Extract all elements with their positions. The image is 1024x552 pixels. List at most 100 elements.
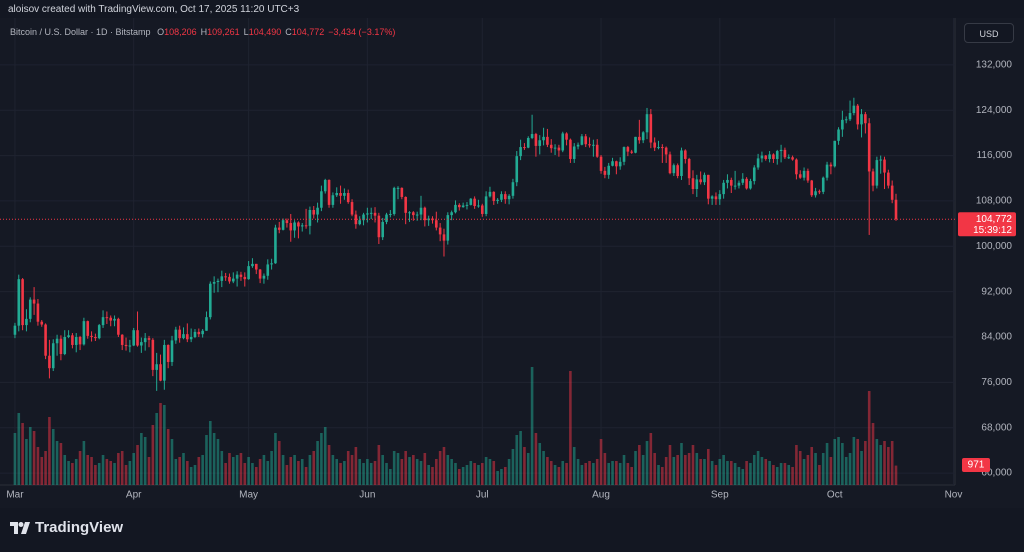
volume-bar (281, 455, 285, 485)
candle-body (442, 234, 446, 241)
volume-bar (553, 465, 557, 485)
volume-bar (883, 441, 886, 485)
volume-bar (546, 457, 549, 485)
volume-bar (752, 455, 756, 485)
candle-body (454, 204, 457, 213)
candle-body (745, 178, 748, 189)
candle-body (212, 282, 216, 284)
candle-body (592, 144, 595, 146)
volume-bar (645, 441, 649, 485)
candle-body (48, 355, 51, 369)
candle-body (890, 185, 894, 200)
volume-bar (469, 461, 473, 485)
candle-body (109, 317, 113, 321)
currency-button[interactable]: USD (964, 23, 1014, 43)
volume-bar (304, 467, 308, 485)
candle-body (147, 338, 151, 340)
candle-body (641, 132, 645, 141)
candle-body (90, 335, 93, 338)
volume-bar (584, 463, 588, 485)
candle-body (32, 299, 36, 304)
volume-bar (871, 423, 875, 485)
volume-bar (538, 443, 542, 485)
candle-body (668, 154, 672, 174)
candle-body (25, 318, 28, 326)
x-tick-label: Sep (711, 490, 729, 501)
volume-bar (852, 437, 856, 485)
volume-bar (496, 471, 499, 485)
candle-body (320, 191, 323, 208)
candle-body (496, 199, 499, 201)
candle-body (783, 149, 787, 158)
candle-body (645, 114, 649, 133)
brand: TradingView (10, 519, 123, 536)
volume-bar (143, 437, 147, 485)
volume-bar (733, 463, 737, 485)
candle-body (438, 227, 442, 235)
candle-body (484, 196, 488, 214)
candle-body (117, 318, 120, 335)
volume-bar (354, 447, 358, 485)
volume-bar (814, 453, 817, 485)
ohlc-key: L (243, 27, 249, 37)
candle-body (584, 136, 588, 145)
y-tick-label: 124,000 (976, 105, 1013, 116)
volume-bar (212, 433, 216, 485)
volume-bar (427, 465, 430, 485)
volume-bar (228, 453, 231, 485)
candle-body (178, 329, 181, 339)
volume-bar (768, 461, 771, 485)
y-tick-label: 92,000 (981, 286, 1012, 297)
volume-bar (120, 451, 124, 485)
volume-bar (576, 459, 580, 485)
candle-body (86, 321, 90, 336)
x-tick-label: Aug (592, 490, 610, 501)
candle-body (465, 204, 469, 206)
volume-bar (680, 443, 683, 485)
x-tick-label: Mar (6, 490, 24, 501)
volume-bar (186, 461, 189, 485)
volume-bar (136, 445, 139, 485)
volume-bar (860, 451, 863, 485)
volume-bar (626, 463, 630, 485)
volume-bar (216, 439, 220, 485)
candle-body (396, 187, 400, 189)
volume-bar (825, 443, 829, 485)
volume-bar (343, 461, 346, 485)
volume-bar (630, 467, 633, 485)
candle-body (887, 172, 890, 186)
candle-body (450, 212, 453, 216)
volume-bar (163, 405, 166, 485)
volume-bar (718, 459, 722, 485)
volume-bar (25, 439, 28, 485)
volume-bar (270, 451, 273, 485)
candle-body (343, 192, 346, 196)
volume-bar (710, 461, 714, 485)
volume-bar (599, 439, 603, 485)
x-tick-label: Jun (359, 490, 375, 501)
candle-body (44, 324, 47, 356)
candle-body (749, 181, 752, 189)
volume-bar (588, 461, 591, 485)
volume-bar (806, 455, 810, 485)
candle-body (795, 159, 798, 175)
volume-bar (714, 465, 718, 485)
candle-body (163, 344, 166, 381)
candle-body (680, 150, 683, 176)
volume-bar (258, 459, 262, 485)
change: −3,434 (−3.17%) (328, 27, 396, 37)
volume-bar (500, 469, 503, 485)
candle-body (366, 213, 369, 215)
candle-body (82, 321, 86, 345)
candle-body (381, 221, 384, 238)
candle-body (507, 195, 511, 200)
volume-bar (638, 445, 641, 485)
volume-bar (339, 463, 342, 485)
volume-bar (741, 469, 745, 485)
volume-bar (235, 455, 239, 485)
candle-body (327, 179, 331, 205)
candle-body (55, 338, 59, 344)
volume-bar (622, 455, 626, 485)
candle-body (182, 334, 185, 339)
candle-body (97, 325, 101, 339)
